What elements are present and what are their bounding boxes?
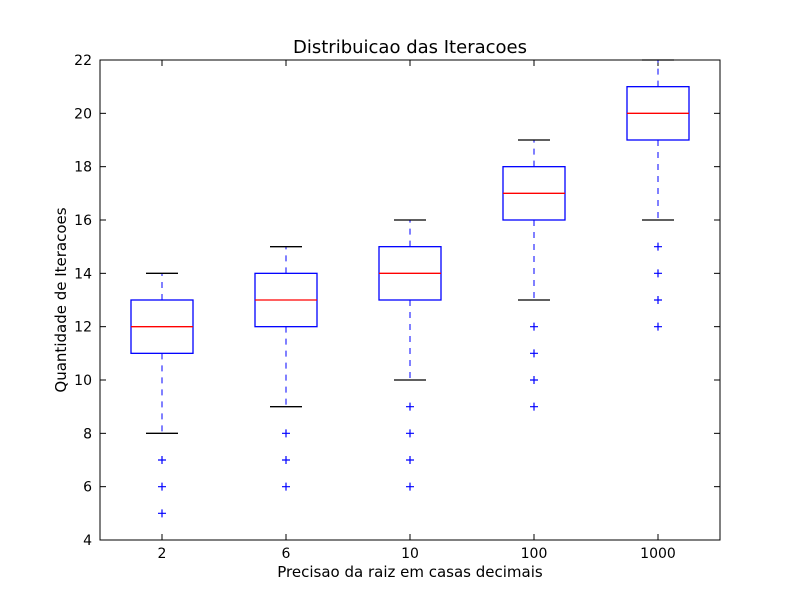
outlier-point xyxy=(158,509,166,518)
axes-frame xyxy=(99,59,721,541)
y-tick-label: 20 xyxy=(74,106,92,122)
x-tick-label: 100 xyxy=(521,546,548,562)
chart-title: Distribuicao das Iteracoes xyxy=(293,37,527,58)
x-axis-label: Precisao da raiz em casas decimais xyxy=(277,563,543,581)
x-tick-label: 2 xyxy=(158,546,167,562)
y-tick-label: 6 xyxy=(83,480,92,496)
outlier-point xyxy=(530,322,538,331)
outlier-point xyxy=(406,456,414,464)
y-tick-label: 12 xyxy=(74,320,92,336)
outlier-point xyxy=(654,296,662,304)
x-tick-label: 1000 xyxy=(640,546,676,562)
outlier-point xyxy=(406,482,414,491)
y-tick-label: 18 xyxy=(74,160,92,176)
x-tick-label: 10 xyxy=(401,546,419,562)
outlier-point xyxy=(158,482,166,491)
y-tick-label: 4 xyxy=(83,533,92,549)
y-tick-label: 8 xyxy=(83,426,92,442)
outlier-point xyxy=(282,482,290,491)
x-tick-label: 6 xyxy=(282,546,291,562)
outlier-point xyxy=(654,242,662,251)
y-tick-label: 16 xyxy=(74,213,92,229)
outlier-point xyxy=(282,429,290,438)
y-tick-label: 22 xyxy=(74,53,92,69)
outlier-point xyxy=(406,429,414,438)
outlier-point xyxy=(282,456,290,464)
outlier-point xyxy=(530,402,538,411)
outlier-point xyxy=(530,376,538,384)
y-tick-label: 14 xyxy=(74,266,92,282)
outlier-point xyxy=(654,322,662,331)
y-tick-label: 10 xyxy=(74,373,92,389)
outlier-point xyxy=(530,349,538,358)
outlier-point xyxy=(158,456,166,464)
y-axis-label: Quantidade de Iteracoes xyxy=(52,207,70,392)
outlier-point xyxy=(406,402,414,411)
outlier-point xyxy=(654,269,662,278)
